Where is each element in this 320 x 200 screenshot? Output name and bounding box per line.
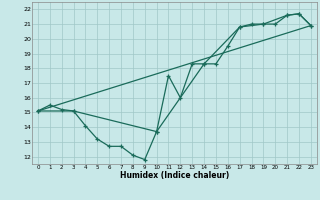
X-axis label: Humidex (Indice chaleur): Humidex (Indice chaleur) — [120, 171, 229, 180]
